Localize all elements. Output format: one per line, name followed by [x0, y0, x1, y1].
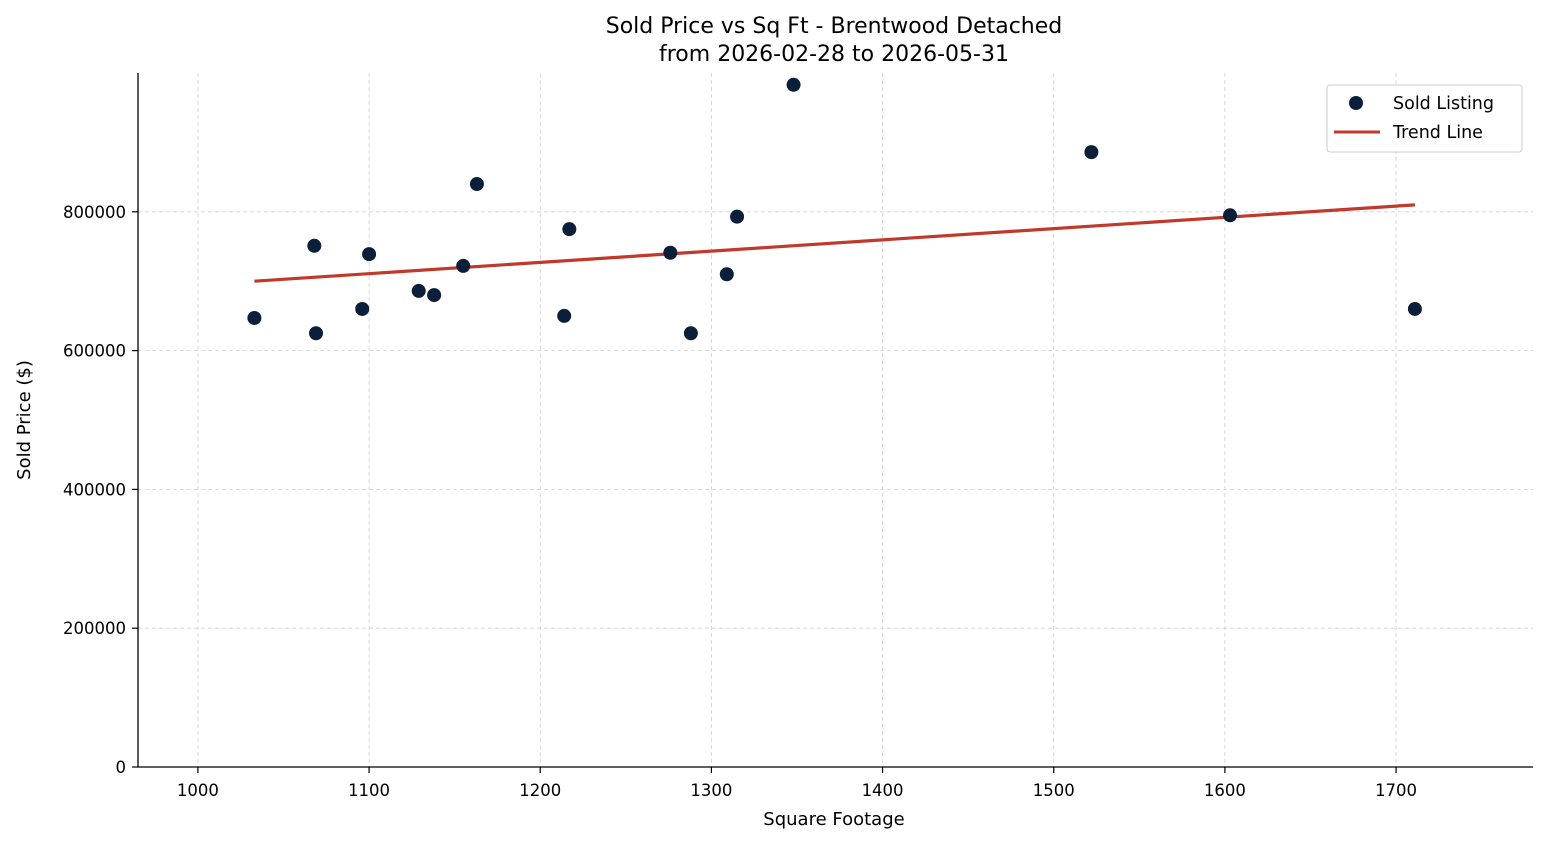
scatter-point: [456, 258, 471, 273]
scatter-point: [786, 77, 801, 92]
y-axis-label: Sold Price ($): [14, 360, 35, 480]
x-tick-label: 1700: [1375, 781, 1417, 800]
legend-label-sold-listing: Sold Listing: [1393, 94, 1494, 114]
x-tick-label: 1200: [519, 781, 561, 800]
x-tick-label: 1100: [348, 781, 390, 800]
y-tick-label: 200000: [63, 619, 126, 638]
y-tick-label: 0: [116, 758, 127, 777]
legend-box: [1326, 84, 1523, 153]
scatter-point: [309, 326, 324, 341]
scatter-point: [411, 283, 426, 298]
scatter-point: [362, 247, 377, 262]
grid-layer: [138, 73, 1533, 768]
scatter-point: [562, 222, 577, 237]
y-tick-label: 600000: [63, 342, 126, 361]
axes-layer: [137, 73, 1533, 768]
x-tick-label: 1000: [177, 781, 219, 800]
legend: Sold Listing Trend Line: [1326, 84, 1523, 153]
scatter-point: [355, 301, 370, 316]
chart-subtitle: from 2026-02-28 to 2026-05-31: [659, 42, 1009, 67]
x-tick-label: 1300: [690, 781, 732, 800]
scatter-point: [683, 326, 698, 341]
scatter-point: [247, 310, 262, 325]
scatter-point: [427, 288, 442, 303]
x-tick-label: 1600: [1204, 781, 1246, 800]
scatter-point: [719, 267, 734, 282]
y-tick-label: 800000: [63, 203, 126, 222]
scatter-point: [469, 177, 484, 192]
chart-title: Sold Price vs Sq Ft - Brentwood Detached: [606, 14, 1063, 39]
y-tick-label: 400000: [63, 480, 126, 499]
data-layer: [247, 77, 1422, 341]
scatter-point: [307, 238, 322, 253]
scatter-point: [557, 308, 572, 323]
scatter-point: [1223, 208, 1238, 223]
x-axis-label: Square Footage: [763, 809, 904, 830]
x-tick-label: 1400: [862, 781, 904, 800]
legend-label-trend-line: Trend Line: [1392, 123, 1483, 143]
scatter-point: [663, 245, 678, 260]
tick-layer: 1000 1100 1200 1300 1400 1500 1600 1700 0 200000 4…: [63, 203, 1417, 800]
legend-marker-sold-listing: [1349, 96, 1363, 110]
trend-line: [254, 203, 1416, 283]
x-tick-label: 1500: [1033, 781, 1075, 800]
scatter-point: [1407, 301, 1422, 316]
scatter-point: [730, 209, 745, 224]
scatter-point: [1084, 145, 1099, 160]
